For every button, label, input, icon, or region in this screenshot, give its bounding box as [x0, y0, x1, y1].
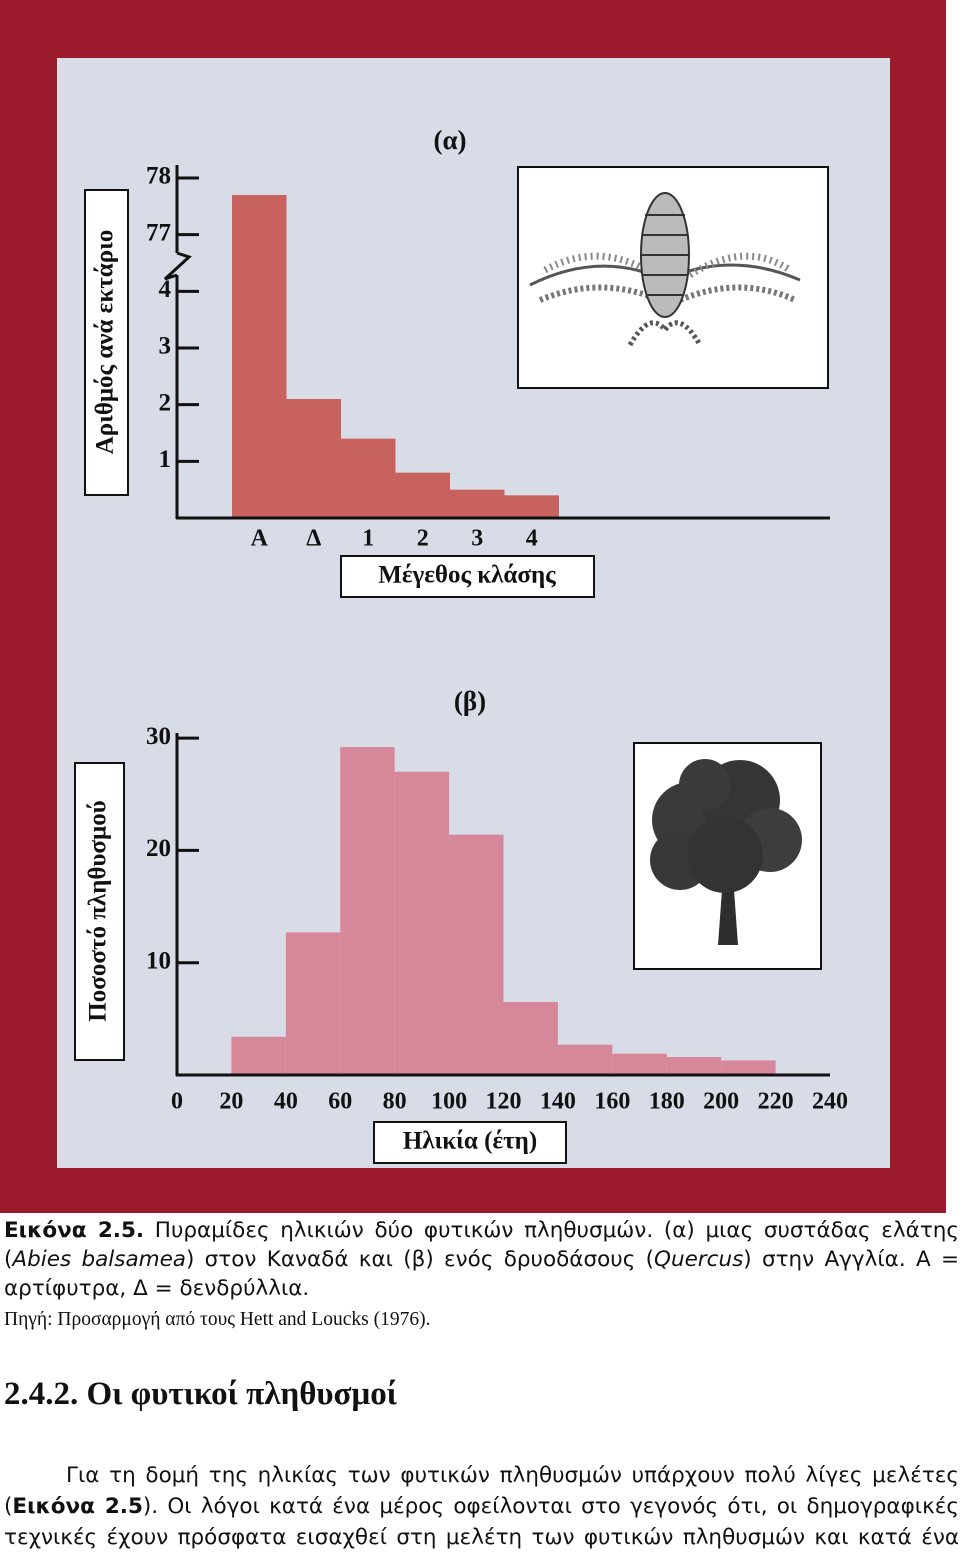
histogram-bar: [557, 1044, 613, 1075]
histogram-bar: [340, 747, 395, 1075]
caption-text: ) στην Αγγλία. Α = αρτίφυτρα, Δ = δενδρύ…: [4, 1247, 959, 1301]
y-tick-label: 10: [146, 947, 171, 974]
y-tick-label: 78: [146, 163, 171, 190]
bar: [450, 489, 505, 518]
histogram-bar: [721, 1060, 776, 1075]
x-label-box: [340, 555, 595, 598]
bar: [395, 472, 450, 518]
chart-title: (β): [454, 686, 486, 716]
x-tick-label: 140: [540, 1089, 576, 1115]
figure-caption: Εικόνα 2.5. Πυραμίδες ηλικιών δύο φυτικώ…: [4, 1216, 959, 1303]
figure: (α) Αριθμός ανά εκτάριο Μέγεθος κλάσης (…: [74, 125, 848, 1164]
histogram-bar: [231, 1036, 286, 1075]
x-tick-label: 240: [812, 1089, 848, 1115]
histogram-bar: [666, 1057, 722, 1075]
histogram-bar: [394, 771, 450, 1075]
histogram-bar: [612, 1053, 667, 1075]
y-axis-title: Αριθμός ανά εκτάριο: [92, 230, 119, 455]
paragraph-text: ). Οι λόγοι κατά ένα μέρος οφείλονται στ…: [4, 1494, 959, 1550]
x-tick-label: 60: [328, 1089, 352, 1115]
bar: [341, 438, 396, 518]
y-label-box: [84, 189, 129, 496]
x-tick-label: 160: [594, 1089, 630, 1115]
pine-illustration: [517, 166, 829, 389]
x-tick-label: 0: [171, 1089, 183, 1115]
x-tick-label: 2: [417, 526, 429, 552]
axis-break: [163, 251, 192, 281]
y-tick-label: 30: [146, 723, 171, 750]
x-tick-label: 40: [274, 1089, 298, 1115]
caption-text: Πυραμίδες ηλικιών δύο φυτικών πληθυσμών.…: [4, 1218, 960, 1272]
histogram-bar: [503, 1002, 558, 1075]
y-tick-label: 4: [159, 276, 172, 303]
caption-species: Abies balsamea: [12, 1247, 186, 1272]
x-tick-label: 20: [219, 1089, 243, 1115]
histogram-bar: [285, 932, 341, 1075]
x-tick-label: 180: [649, 1089, 685, 1115]
caption-genus: Quercus: [654, 1247, 744, 1272]
caption-text: ) στον Καναδά και (β) ενός δρυοδάσους (: [185, 1247, 655, 1272]
x-tick-label: 200: [703, 1089, 739, 1115]
x-tick-label: 3: [471, 526, 483, 552]
tree-illustration: [633, 742, 822, 970]
x-tick-label: 100: [431, 1089, 467, 1115]
x-tick-label: Α: [251, 526, 269, 552]
x-tick-label: Δ: [306, 526, 321, 552]
y-tick-label: 20: [146, 835, 171, 862]
x-label-box: [373, 1121, 567, 1164]
caption-source: Πηγή: Προσαρμογή από τους Hett and Louck…: [4, 1309, 431, 1330]
y-label-box: [74, 762, 125, 1061]
x-tick-label: 80: [383, 1089, 407, 1115]
y-tick-label: 1: [159, 446, 172, 473]
x-axis-title: Ηλικία (έτη): [403, 1128, 537, 1155]
x-tick-label: 4: [526, 526, 538, 552]
y-tick-label: 77: [146, 219, 171, 246]
x-tick-label: 1: [362, 526, 374, 552]
x-axis-title: Μέγεθος κλάσης: [378, 562, 556, 589]
figure-ref: Εικόνα 2.5: [12, 1494, 143, 1519]
bar: [504, 495, 559, 518]
histogram-bar: [449, 834, 504, 1075]
y-tick-label: 3: [159, 333, 172, 360]
section-heading: 2.4.2. Οι φυτικοί πληθυσμοί: [4, 1376, 397, 1412]
paragraph-text: Για τη δομή της ηλικίας των φυτικών πληθ…: [4, 1463, 959, 1519]
y-axis-title: Ποσοστό πληθυσμού: [85, 800, 112, 1021]
bar: [286, 399, 341, 518]
paragraph: Για τη δομή της ηλικίας των φυτικών πληθ…: [4, 1460, 959, 1553]
chart-title: (α): [433, 125, 466, 155]
caption-label: Εικόνα 2.5.: [4, 1218, 145, 1243]
x-tick-label: 220: [758, 1089, 794, 1115]
bar: [232, 195, 287, 518]
x-tick-label: 120: [486, 1089, 522, 1115]
y-tick-label: 2: [159, 389, 172, 416]
